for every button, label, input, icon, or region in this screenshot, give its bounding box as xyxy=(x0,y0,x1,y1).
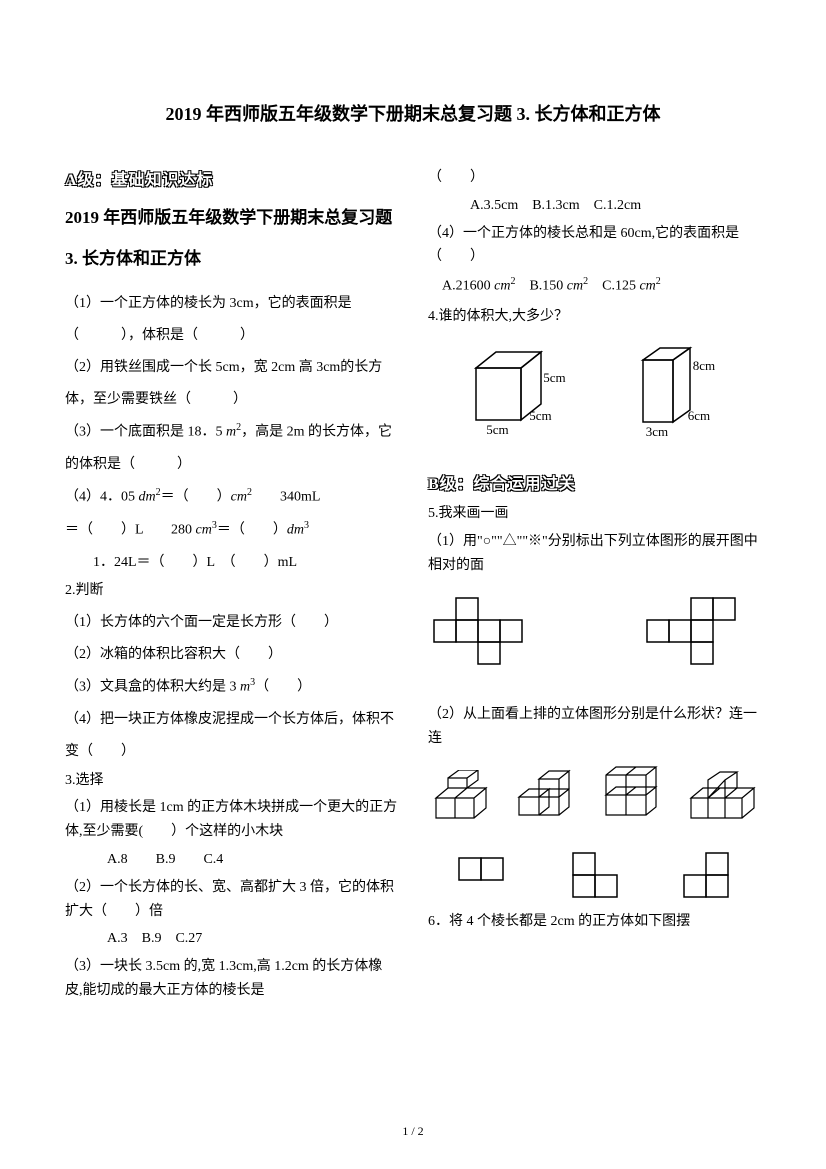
cube2-depth: 6cm xyxy=(688,408,710,424)
q3-2: （2）一个长方体的长、宽、高都扩大 3 倍，它的体积扩大（ ）倍 xyxy=(65,876,398,924)
right-column: （ ） A.3.5cm B.1.3cm C.1.2cm （4）一个正方体的棱长总… xyxy=(428,166,761,1007)
q4: 4.谁的体积大,大多少？ xyxy=(428,305,761,329)
q2-1: （1）长方体的六个面一定是长方形（ ） xyxy=(65,607,398,639)
q3-4c: C.125 xyxy=(588,279,639,294)
section-a-label: A级：基础知识达标 xyxy=(65,166,398,190)
cube-figure-2: 8cm 6cm 3cm xyxy=(618,340,738,440)
q3-1: （1）用棱长是 1cm 的正方体木块拼成一个更大的正方体,至少需要( ）个这样的… xyxy=(65,796,398,844)
q1-4l2: ＝（ ）L 280 cm3＝（ ）dm3 xyxy=(65,514,398,547)
content-columns: A级：基础知识达标 2019 年西师版五年级数学下册期末总复习题 3. 长方体和… xyxy=(65,166,761,1007)
q3-1-opts: A.8 B.9 C.4 xyxy=(65,848,398,872)
topview-2-icon xyxy=(565,850,625,900)
q2-3: （3）文具盒的体积大约是 3 m3（ ） xyxy=(65,671,398,704)
q2-3a: （3）文具盒的体积大约是 3 xyxy=(65,680,240,695)
q5-2: （2）从上面看上排的立体图形分别是什么形状？连一连 xyxy=(428,703,761,751)
q1-4ml: 340mL xyxy=(252,490,320,505)
topview-1-icon xyxy=(454,850,514,885)
q3-4a: A.21600 xyxy=(442,279,494,294)
q1-4eq: ＝（ ） xyxy=(161,490,231,505)
q2-2: （2）冰箱的体积比容积大（ ） xyxy=(65,639,398,671)
q5-1: （1）用"○""△""※"分别标出下列立体图形的展开图中相对的面 xyxy=(428,530,761,578)
q1-4l3: 1．24L＝（ ）L （ ）mL xyxy=(65,547,398,579)
q1-3: （3）一个底面积是 18．5 m2，高是 2m 的长方体，它的体积是（ ） xyxy=(65,416,398,481)
section-b-label: B级：综合运用过关 xyxy=(428,470,761,494)
q2-3b: （ ） xyxy=(255,680,311,695)
q1-4a: （4）4．05 xyxy=(65,490,139,505)
q5-top-views xyxy=(428,850,761,900)
q3-2-opts: A.3 B.9 C.27 xyxy=(65,927,398,951)
q2: 2.判断 xyxy=(65,579,398,603)
q1-4l2a: ＝（ ）L 280 xyxy=(65,523,196,538)
sub-title: 2019 年西师版五年级数学下册期末总复习题 3. 长方体和正方体 xyxy=(65,198,398,280)
q3-3: （3）一块长 3.5cm 的,宽 1.3cm,高 1.2cm 的长方体橡皮,能切… xyxy=(65,955,398,1003)
q1-3a: （3）一个底面积是 18．5 xyxy=(65,425,226,440)
solid-2-icon xyxy=(514,765,584,825)
solid-1-icon xyxy=(428,770,498,825)
cuboid-icon xyxy=(618,340,738,440)
left-column: A级：基础知识达标 2019 年西师版五年级数学下册期末总复习题 3. 长方体和… xyxy=(65,166,398,1007)
q5-solids xyxy=(428,765,761,825)
cube2-height: 8cm xyxy=(693,358,715,374)
q6: 6．将 4 个棱长都是 2cm 的正方体如下图摆 xyxy=(428,910,761,934)
q1-4: （4）4．05 dm2＝（ ）cm2 340mL xyxy=(65,481,398,514)
q2-4: （4）把一块正方体橡皮泥捏成一个长方体后，体积不变（ ） xyxy=(65,704,398,768)
q3-3-opts: A.3.5cm B.1.3cm C.1.2cm xyxy=(428,194,761,218)
q5-nets xyxy=(428,593,761,678)
q1-4l2b: ＝（ ） xyxy=(217,523,287,538)
q3-3-blank: （ ） xyxy=(428,166,761,190)
page-number: 1 / 2 xyxy=(0,1124,826,1139)
topview-3-icon xyxy=(676,850,736,900)
q1-2: （2）用铁丝围成一个长 5cm，宽 2cm 高 3cm的长方体，至少需要铁丝（ … xyxy=(65,352,398,416)
cube1-side: 5cm xyxy=(529,408,551,424)
net-1-icon xyxy=(428,593,538,678)
cube-icon xyxy=(451,340,571,440)
q3-4b: B.150 xyxy=(515,279,566,294)
solid-3-icon xyxy=(600,765,670,825)
q3-4-opts: A.21600 cm2 B.150 cm2 C.125 cm2 xyxy=(428,273,761,298)
net-2-icon xyxy=(641,593,761,678)
solid-4-icon xyxy=(686,770,761,825)
q3: 3.选择 xyxy=(65,769,398,793)
q4-figures: 5cm 5cm 5cm 8cm 6cm 3cm xyxy=(428,340,761,440)
q5: 5.我来画一画 xyxy=(428,502,761,526)
cube2-width: 3cm xyxy=(646,424,668,440)
main-title: 2019 年西师版五年级数学下册期末总复习题 3. 长方体和正方体 xyxy=(65,100,761,126)
q3-4: （4）一个正方体的棱长总和是 60cm,它的表面积是（ ） xyxy=(428,222,761,270)
cube-figure-1: 5cm 5cm 5cm xyxy=(451,340,571,440)
cube1-right: 5cm xyxy=(543,370,565,386)
q1-1: （1）一个正方体的棱长为 3cm，它的表面积是（ ），体积是（ ） xyxy=(65,288,398,352)
cube1-bottom: 5cm xyxy=(486,422,508,438)
